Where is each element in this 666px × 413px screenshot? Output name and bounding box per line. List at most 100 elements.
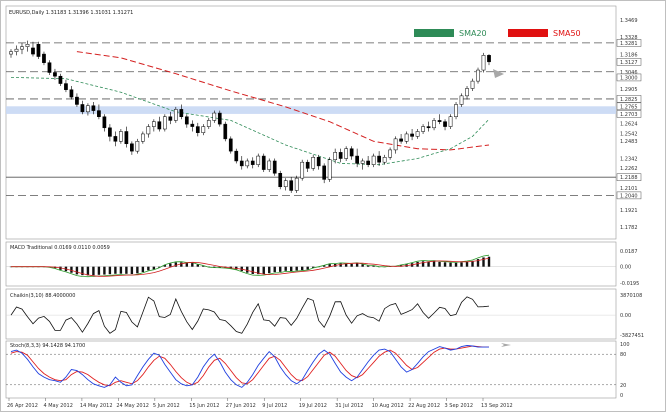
support-resistance-zone bbox=[6, 106, 616, 114]
macd-bar bbox=[125, 266, 128, 274]
macd-bar bbox=[218, 266, 221, 268]
price-tick-label: 1.2188 bbox=[620, 175, 638, 181]
macd-bar bbox=[70, 266, 73, 273]
candle-body bbox=[53, 72, 57, 77]
candle-body bbox=[305, 161, 310, 169]
candle-body bbox=[278, 173, 283, 188]
macd-bar bbox=[344, 263, 348, 267]
price-tick-label: 1.1921 bbox=[620, 208, 638, 214]
macd-bar bbox=[306, 266, 309, 270]
date-tick-label: 27 Jun 2012 bbox=[226, 403, 256, 409]
macd-bar bbox=[196, 264, 200, 267]
candle-body bbox=[349, 148, 354, 157]
date-tick-label: 19 Jul 2012 bbox=[299, 403, 327, 409]
candle-body bbox=[31, 47, 35, 55]
stoch-panel-frame bbox=[5, 340, 617, 399]
candle-body bbox=[173, 109, 178, 121]
candle-body bbox=[371, 155, 376, 165]
macd-bar bbox=[366, 265, 370, 267]
candle-body bbox=[212, 112, 217, 121]
macd-bar bbox=[279, 266, 282, 272]
candle-body bbox=[465, 88, 469, 97]
date-tick-label: 9 Jul 2012 bbox=[262, 403, 287, 409]
candle-body bbox=[267, 160, 272, 170]
candle-body bbox=[393, 138, 398, 151]
candle-body bbox=[404, 133, 409, 142]
macd-bar bbox=[460, 262, 463, 267]
macd-bar bbox=[191, 263, 194, 267]
candle-body bbox=[316, 157, 321, 167]
macd-bar bbox=[130, 266, 134, 275]
price-tick-label: 1.2483 bbox=[620, 139, 638, 145]
stochastic-oscillator: 100 80 20 0 bbox=[6, 342, 630, 399]
macd-bar bbox=[290, 266, 293, 272]
candle-body bbox=[20, 46, 24, 50]
macd-bar bbox=[471, 260, 474, 267]
candle-body bbox=[245, 160, 250, 167]
macd-panel-frame bbox=[5, 241, 617, 287]
chaikin-tick-label: 0.00 bbox=[620, 313, 631, 319]
macd-bar bbox=[86, 266, 90, 276]
candle-body bbox=[25, 44, 30, 47]
macd-bar bbox=[158, 266, 161, 268]
macd-bar bbox=[114, 266, 117, 274]
price-tick-label: 1.3281 bbox=[620, 41, 638, 47]
macd-tick-label: -0.0195 bbox=[620, 281, 639, 287]
macd-bar bbox=[416, 261, 419, 267]
date-tick-label: 24 May 2012 bbox=[116, 403, 149, 409]
candle-body bbox=[195, 126, 200, 133]
price-tick-label: 1.2765 bbox=[620, 104, 638, 110]
candle-body bbox=[355, 155, 359, 164]
candle-body bbox=[14, 48, 19, 52]
symbol-info: EURUSD,Daily 1.31183 1.31396 1.31031 1.3… bbox=[9, 10, 133, 16]
candle-body bbox=[360, 160, 365, 164]
date-tick-label: 3 Sep 2012 bbox=[445, 403, 474, 409]
candle-body bbox=[75, 96, 79, 105]
candle-body bbox=[108, 127, 112, 137]
macd-bar bbox=[487, 256, 491, 267]
candle-body bbox=[58, 75, 63, 84]
macd-bar bbox=[273, 266, 276, 273]
candle-body bbox=[47, 62, 52, 73]
macd-histogram: 0.0187 0.00 -0.0195 bbox=[6, 249, 639, 287]
price-tick-label: 1.2262 bbox=[620, 166, 638, 172]
candle-body bbox=[168, 116, 173, 121]
macd-bar bbox=[438, 262, 441, 267]
date-tick-label: 10 Aug 2012 bbox=[372, 403, 404, 409]
candle-body bbox=[223, 123, 228, 140]
candle-body bbox=[97, 110, 101, 117]
macd-bar bbox=[185, 263, 189, 267]
candle-body bbox=[113, 136, 118, 142]
candle-body bbox=[272, 160, 277, 174]
chaikin-title: Chaikin(3,10) 88.4000000 bbox=[10, 293, 75, 299]
price-tag-box bbox=[616, 102, 642, 111]
candle-body bbox=[201, 126, 206, 133]
macd-bar bbox=[257, 266, 260, 275]
candle-body bbox=[179, 109, 184, 117]
macd-bar bbox=[163, 265, 167, 267]
chaikin-oscillator: 3870108 0.00 -3827451 bbox=[6, 293, 644, 339]
macd-bar bbox=[427, 261, 430, 267]
macd-bar bbox=[372, 265, 375, 267]
chaikin-panel-frame bbox=[5, 288, 617, 340]
price-arrow-icon bbox=[493, 69, 504, 78]
macd-bar bbox=[97, 266, 101, 275]
candle-body bbox=[250, 160, 255, 165]
stoch-arrow-icon bbox=[501, 343, 511, 347]
date-tick-label: 5 Jun 2012 bbox=[153, 403, 180, 409]
sma20-legend-label: SMA20 bbox=[459, 29, 487, 38]
macd-bar bbox=[262, 266, 265, 275]
candle-body bbox=[157, 121, 162, 130]
candle-body bbox=[421, 126, 425, 132]
candle-body bbox=[69, 89, 74, 98]
candle-body bbox=[344, 148, 348, 159]
candle-body bbox=[448, 116, 453, 127]
macd-bar bbox=[246, 266, 249, 273]
candle-body bbox=[124, 131, 129, 145]
candle-body bbox=[135, 141, 140, 152]
moving-averages bbox=[10, 51, 490, 166]
candle-body bbox=[119, 131, 123, 142]
candle-body bbox=[162, 116, 167, 130]
